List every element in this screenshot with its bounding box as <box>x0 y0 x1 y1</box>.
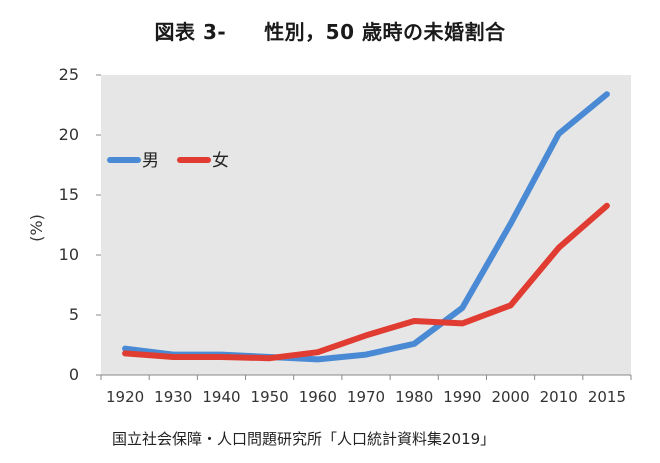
data-point <box>556 131 562 137</box>
x-tick-label: 2015 <box>588 388 626 406</box>
source-note: 国立社会保障・人口問題研究所「人口統計資料集2019」 <box>112 430 496 448</box>
data-point <box>556 245 562 251</box>
x-axis: 1920 1930 1940 1950 1960 1970 1980 1990 2000 2010… <box>100 374 632 406</box>
x-tick-label: 1940 <box>202 388 240 406</box>
x-tick-label: 2010 <box>540 388 578 406</box>
data-point <box>508 221 514 227</box>
y-tick-label: 25 <box>59 65 79 84</box>
x-tick-label: 1960 <box>299 388 337 406</box>
data-point <box>459 320 465 326</box>
x-tick-label: 1980 <box>395 388 433 406</box>
data-point <box>315 349 321 355</box>
data-point <box>267 355 273 361</box>
y-tick-label: 0 <box>69 365 79 384</box>
x-tick-label: 1930 <box>154 388 192 406</box>
y-tick-label: 20 <box>59 125 79 144</box>
data-point <box>363 352 369 358</box>
chart-title-main: 性別，50 歳時の未婚割合 <box>264 20 506 44</box>
data-point <box>218 354 224 360</box>
data-point <box>170 354 176 360</box>
series-layer <box>122 91 610 363</box>
chart-title: 図表 3- 性別，50 歳時の未婚割合 <box>0 16 660 45</box>
legend-label: 女 <box>212 151 229 171</box>
legend: 男女 <box>107 151 229 171</box>
data-point <box>122 346 128 352</box>
x-tick-label: 1970 <box>347 388 385 406</box>
data-point <box>604 91 610 97</box>
data-point <box>315 356 321 362</box>
y-axis: 0 5 10 15 20 25 <box>59 65 101 384</box>
x-tick-label: 1950 <box>251 388 289 406</box>
x-tick-label: 2000 <box>491 388 529 406</box>
x-tick-label: 1990 <box>443 388 481 406</box>
data-point <box>508 302 514 308</box>
data-point <box>459 305 465 311</box>
data-point <box>411 341 417 347</box>
y-axis-label: (%) <box>27 214 46 242</box>
data-point <box>363 332 369 338</box>
y-tick-label: 15 <box>59 185 79 204</box>
data-point <box>122 350 128 356</box>
chart-title-prefix: 図表 3- <box>154 20 227 44</box>
data-point <box>411 318 417 324</box>
x-tick-label: 1920 <box>106 388 144 406</box>
y-tick-label: 5 <box>69 305 79 324</box>
legend-label: 男 <box>142 151 159 171</box>
y-tick-label: 10 <box>59 245 79 264</box>
plot-area <box>101 75 631 375</box>
data-point <box>604 203 610 209</box>
